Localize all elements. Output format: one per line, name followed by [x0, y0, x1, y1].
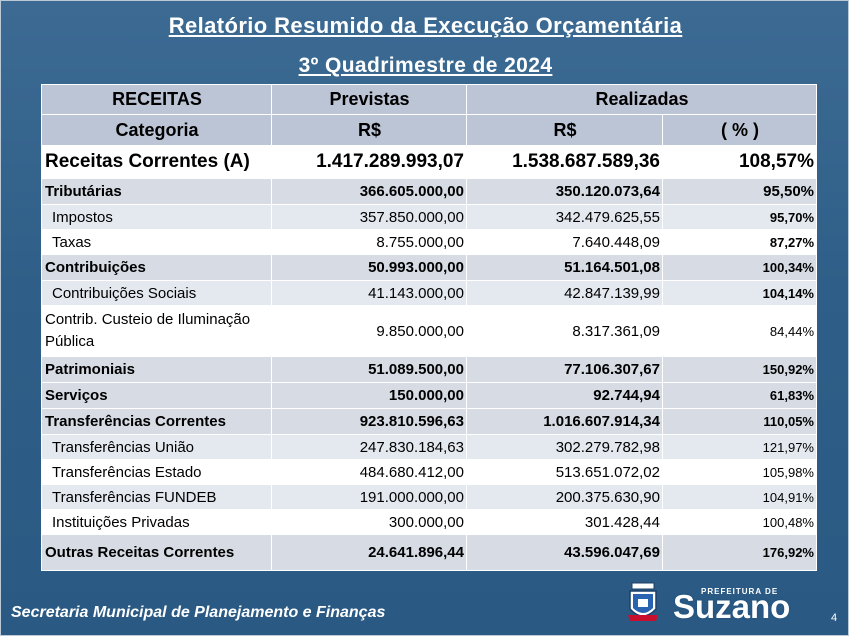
suzano-logo	[628, 582, 658, 621]
row-previstas: 8.755.000,00	[271, 229, 467, 255]
row-label: Taxas	[41, 229, 272, 255]
row-previstas: 357.850.000,00	[271, 204, 467, 230]
table-row: Taxas 8.755.000,00 7.640.448,09 87,27%	[41, 229, 817, 255]
row-label: Patrimoniais	[41, 356, 272, 383]
header-realizadas: Realizadas	[466, 84, 817, 115]
row-pct: 61,83%	[662, 382, 817, 409]
row-label: Tributárias	[41, 178, 272, 205]
table-row: Contribuições Sociais 41.143.000,00 42.8…	[41, 280, 817, 306]
row-pct: 100,48%	[662, 509, 817, 535]
row-realizadas: 342.479.625,55	[466, 204, 663, 230]
table-row: Instituições Privadas 300.000,00 301.428…	[41, 509, 817, 535]
row-label: Impostos	[41, 204, 272, 230]
total-realizadas: 1.538.687.589,36	[466, 145, 663, 179]
row-pct: 176,92%	[662, 534, 817, 571]
footer-secretaria: Secretaria Municipal de Planejamento e F…	[11, 604, 386, 621]
row-label: Transferências FUNDEB	[41, 484, 272, 510]
total-label: Receitas Correntes (A)	[41, 145, 272, 179]
row-previstas: 50.993.000,00	[271, 254, 467, 281]
table-subheader-row: Categoria R$ R$ ( % )	[41, 114, 817, 146]
header-previstas: Previstas	[271, 84, 467, 115]
row-realizadas: 43.596.047,69	[466, 534, 663, 571]
table-row: Contribuições 50.993.000,00 51.164.501,0…	[41, 254, 817, 281]
report-title: Relatório Resumido da Execução Orçamentá…	[168, 13, 683, 38]
row-previstas: 366.605.000,00	[271, 178, 467, 205]
row-realizadas: 200.375.630,90	[466, 484, 663, 510]
row-pct: 95,70%	[662, 204, 817, 230]
row-previstas: 300.000,00	[271, 509, 467, 535]
row-label: Contribuições Sociais	[41, 280, 272, 306]
row-label: Instituições Privadas	[41, 509, 272, 535]
table-row: Transferências Estado 484.680.412,00 513…	[41, 459, 817, 485]
table-row: Tributárias 366.605.000,00 350.120.073,6…	[41, 178, 817, 205]
row-pct: 100,34%	[662, 254, 817, 281]
logo-prefeitura-text: PREFEITURA DE	[701, 587, 779, 596]
header-categoria: Categoria	[41, 114, 272, 146]
row-label: Contrib. Custeio de Iluminação Pública	[41, 305, 272, 357]
row-realizadas: 8.317.361,09	[466, 305, 663, 357]
row-label: Contribuições	[41, 254, 272, 281]
header-percent: ( % )	[662, 114, 817, 146]
row-realizadas: 1.016.607.914,34	[466, 408, 663, 435]
coat-of-arms-icon	[628, 582, 658, 621]
row-previstas: 51.089.500,00	[271, 356, 467, 383]
row-realizadas: 51.164.501,08	[466, 254, 663, 281]
revenue-table: RECEITAS Previstas Realizadas Categoria …	[41, 84, 817, 571]
table-row: Outras Receitas Correntes 24.641.896,44 …	[41, 534, 817, 571]
page-number: 4	[831, 612, 838, 624]
total-row: Receitas Correntes (A) 1.417.289.993,07 …	[41, 145, 817, 179]
table-row: Serviços 150.000,00 92.744,94 61,83%	[41, 382, 817, 409]
table-row: Transferências Correntes 923.810.596,63 …	[41, 408, 817, 435]
row-previstas: 191.000.000,00	[271, 484, 467, 510]
header-previstas-unit: R$	[271, 114, 467, 146]
table-row: Transferências FUNDEB 191.000.000,00 200…	[41, 484, 817, 510]
total-previstas: 1.417.289.993,07	[271, 145, 467, 179]
row-label: Outras Receitas Correntes	[41, 534, 272, 571]
row-previstas: 24.641.896,44	[271, 534, 467, 571]
row-previstas: 247.830.184,63	[271, 434, 467, 460]
row-previstas: 41.143.000,00	[271, 280, 467, 306]
row-pct: 121,97%	[662, 434, 817, 460]
header-receitas: RECEITAS	[41, 84, 272, 115]
table-row: Patrimoniais 51.089.500,00 77.106.307,67…	[41, 356, 817, 383]
row-realizadas: 42.847.139,99	[466, 280, 663, 306]
table-header-row: RECEITAS Previstas Realizadas	[41, 84, 817, 115]
row-label: Serviços	[41, 382, 272, 409]
header-realizadas-unit: R$	[466, 114, 663, 146]
row-previstas: 484.680.412,00	[271, 459, 467, 485]
row-pct: 150,92%	[662, 356, 817, 383]
row-label: Transferências Estado	[41, 459, 272, 485]
row-realizadas: 302.279.782,98	[466, 434, 663, 460]
row-realizadas: 350.120.073,64	[466, 178, 663, 205]
table-row: Transferências União 247.830.184,63 302.…	[41, 434, 817, 460]
row-previstas: 150.000,00	[271, 382, 467, 409]
table-row: Contrib. Custeio de Iluminação Pública 9…	[41, 305, 817, 357]
row-realizadas: 301.428,44	[466, 509, 663, 535]
row-previstas: 923.810.596,63	[271, 408, 467, 435]
row-realizadas: 513.651.072,02	[466, 459, 663, 485]
row-pct: 104,91%	[662, 484, 817, 510]
row-pct: 110,05%	[662, 408, 817, 435]
row-pct: 84,44%	[662, 305, 817, 357]
row-pct: 95,50%	[662, 178, 817, 205]
row-previstas: 9.850.000,00	[271, 305, 467, 357]
row-pct: 104,14%	[662, 280, 817, 306]
row-label: Transferências Correntes	[41, 408, 272, 435]
logo-suzano-text: Suzano	[673, 588, 791, 625]
table-row: Impostos 357.850.000,00 342.479.625,55 9…	[41, 204, 817, 230]
report-subtitle: 3º Quadrimestre de 2024	[298, 54, 553, 77]
row-pct: 105,98%	[662, 459, 817, 485]
row-pct: 87,27%	[662, 229, 817, 255]
row-label: Transferências União	[41, 434, 272, 460]
row-realizadas: 77.106.307,67	[466, 356, 663, 383]
total-pct: 108,57%	[662, 145, 817, 179]
row-realizadas: 92.744,94	[466, 382, 663, 409]
row-realizadas: 7.640.448,09	[466, 229, 663, 255]
